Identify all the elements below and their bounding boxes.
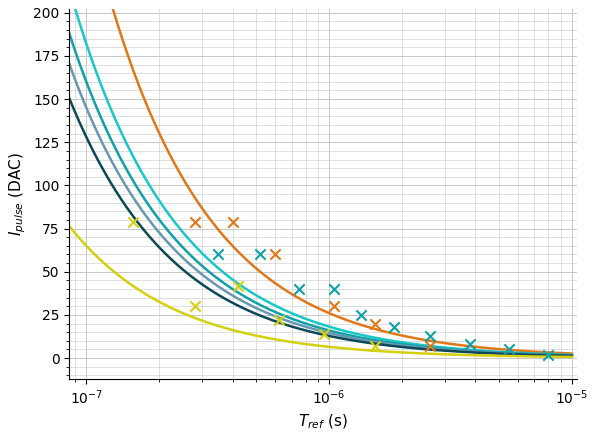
Point bbox=[233, 282, 243, 289]
Point bbox=[213, 251, 223, 258]
Point bbox=[190, 303, 200, 310]
Point bbox=[319, 330, 328, 337]
Point bbox=[425, 343, 434, 350]
Point bbox=[425, 332, 434, 339]
Point bbox=[256, 251, 265, 258]
Point bbox=[504, 346, 514, 353]
Point bbox=[371, 343, 380, 350]
Point bbox=[190, 218, 200, 225]
X-axis label: $T_\mathit{ref}$ (s): $T_\mathit{ref}$ (s) bbox=[298, 413, 348, 431]
Point bbox=[389, 324, 399, 331]
Point bbox=[274, 317, 284, 324]
Point bbox=[128, 218, 137, 225]
Point bbox=[544, 351, 553, 358]
Point bbox=[356, 311, 365, 318]
Y-axis label: $I_\mathit{pulse}$ (DAC): $I_\mathit{pulse}$ (DAC) bbox=[7, 152, 27, 236]
Point bbox=[330, 286, 339, 293]
Point bbox=[371, 320, 380, 327]
Point bbox=[294, 286, 303, 293]
Point bbox=[271, 251, 280, 258]
Point bbox=[330, 303, 339, 310]
Point bbox=[465, 341, 474, 348]
Point bbox=[228, 218, 237, 225]
